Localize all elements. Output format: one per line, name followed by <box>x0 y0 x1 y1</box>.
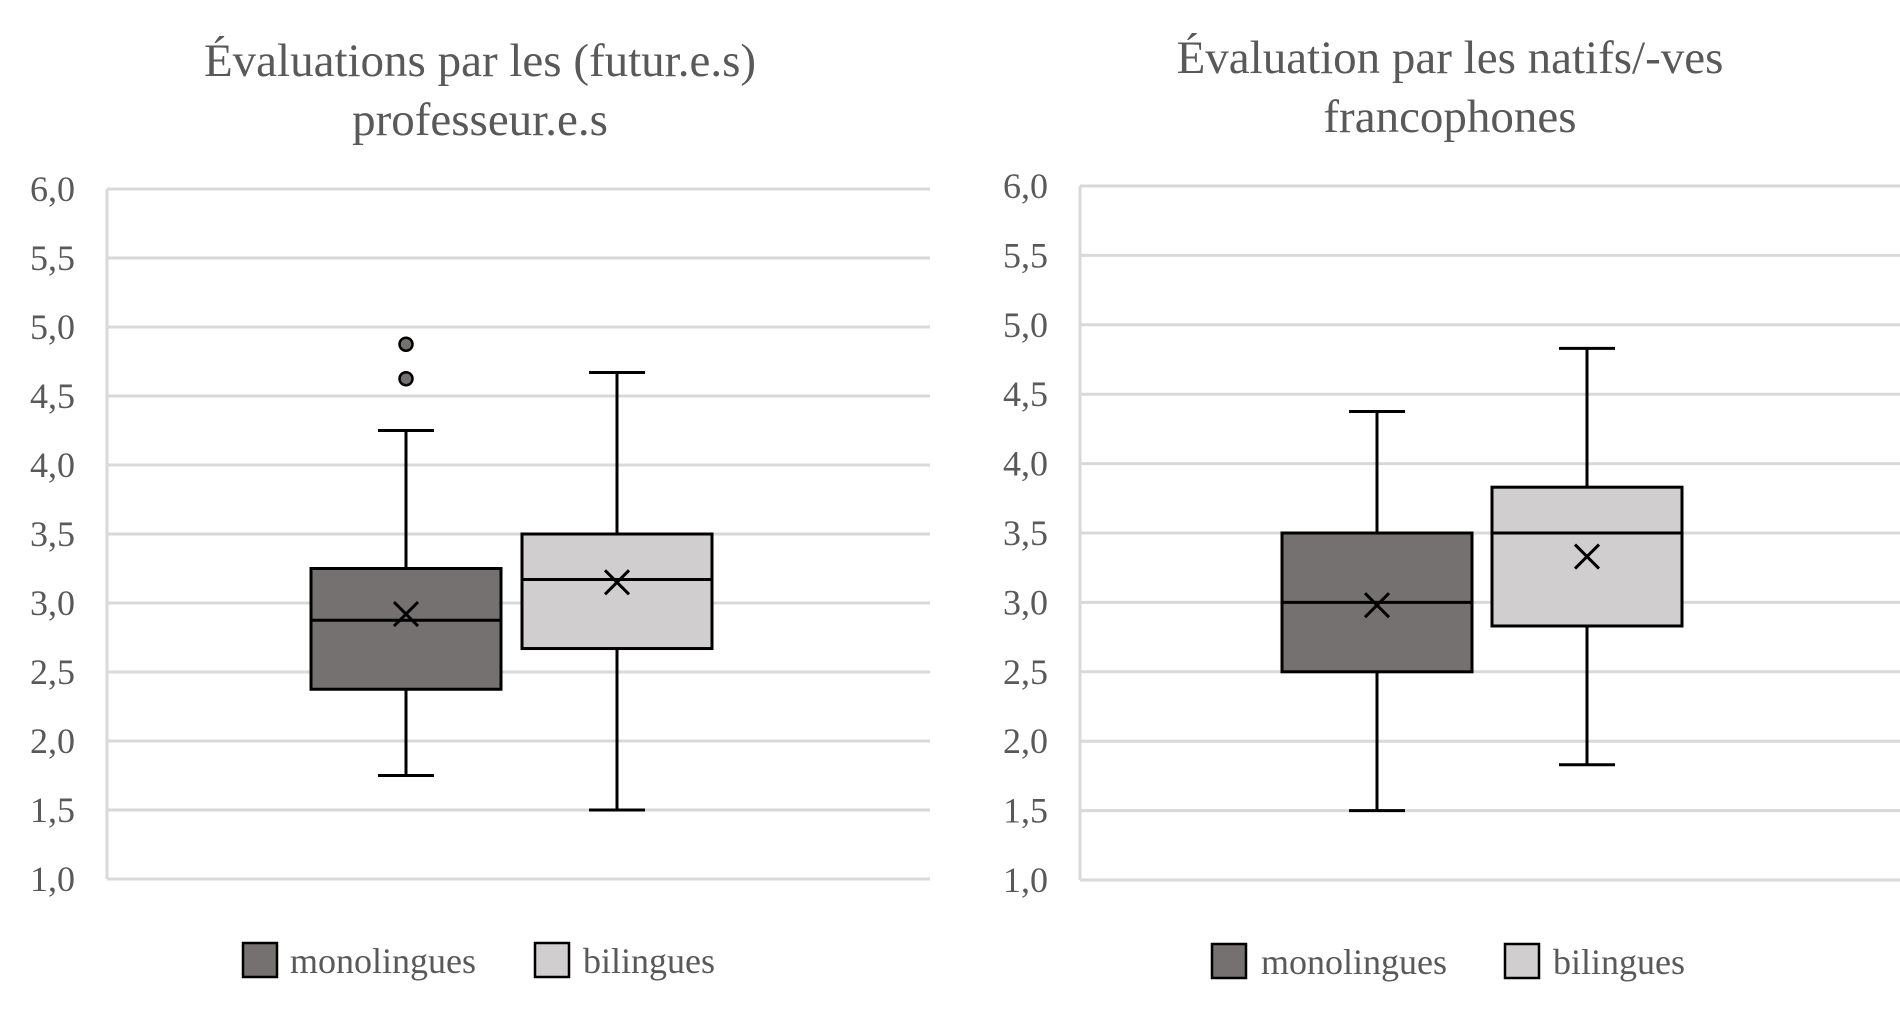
y-tick-label: 5,5 <box>30 238 75 278</box>
y-tick-label: 5,0 <box>1003 305 1048 345</box>
box-monolingues <box>1280 410 1474 813</box>
y-tick-label: 3,5 <box>30 514 75 554</box>
chart-2: Évaluation par les natifs/-ves francophon… <box>1003 32 1900 982</box>
y-tick-label: 2,5 <box>30 652 75 692</box>
y-tick-label: 1,0 <box>30 859 75 899</box>
box-monolingues <box>309 336 503 777</box>
y-tick-label: 5,5 <box>1003 235 1048 275</box>
y-tick-label: 4,0 <box>1003 444 1048 484</box>
y-tick-label: 3,0 <box>1003 582 1048 622</box>
y-tick-label: 3,0 <box>30 583 75 623</box>
box-iqr <box>520 532 714 651</box>
legend-swatch-monolingues <box>1210 942 1248 980</box>
chart-title-line: professeur.e.s <box>352 94 608 146</box>
y-tick-label: 5,0 <box>30 307 75 347</box>
legend-label-monolingues: monolingues <box>1261 942 1447 982</box>
outlier-point <box>398 336 414 352</box>
y-tick-label: 6,0 <box>30 169 75 209</box>
y-tick-label: 2,5 <box>1003 652 1048 692</box>
legend-label-bilingues: bilingues <box>583 941 715 981</box>
mean-marker <box>1573 543 1601 570</box>
mean-marker <box>392 600 420 628</box>
y-tick-label: 6,0 <box>1003 166 1048 206</box>
box-bilingues <box>1490 346 1684 767</box>
y-tick-label: 2,0 <box>30 721 75 761</box>
legend-swatch-bilingues <box>1503 942 1541 980</box>
legend-label-bilingues: bilingues <box>1553 942 1685 982</box>
legend-swatch-monolingues <box>241 941 279 979</box>
y-tick-label: 1,0 <box>1003 860 1048 900</box>
outlier-point <box>398 371 414 387</box>
y-tick-label: 4,0 <box>30 445 75 485</box>
mean-marker <box>603 569 631 596</box>
legend-swatch-bilingues <box>533 941 571 979</box>
chart-title-line: francophones <box>1323 91 1576 143</box>
y-tick-label: 1,5 <box>30 790 75 830</box>
y-tick-label: 4,5 <box>30 376 75 416</box>
chart-title-line: Évaluation par les natifs/-ves <box>1177 32 1724 84</box>
box-bilingues <box>520 371 714 812</box>
mean-marker <box>1363 592 1391 619</box>
y-tick-label: 1,5 <box>1003 791 1048 831</box>
y-tick-label: 2,0 <box>1003 721 1048 761</box>
chart-1: Évaluations par les (futur.e.s) professeu… <box>30 35 930 981</box>
legend-label-monolingues: monolingues <box>290 941 476 981</box>
y-tick-label: 4,5 <box>1003 374 1048 414</box>
chart-title-line: Évaluations par les (futur.e.s) <box>204 35 756 87</box>
y-tick-label: 3,5 <box>1003 513 1048 553</box>
box-iqr <box>309 567 503 691</box>
